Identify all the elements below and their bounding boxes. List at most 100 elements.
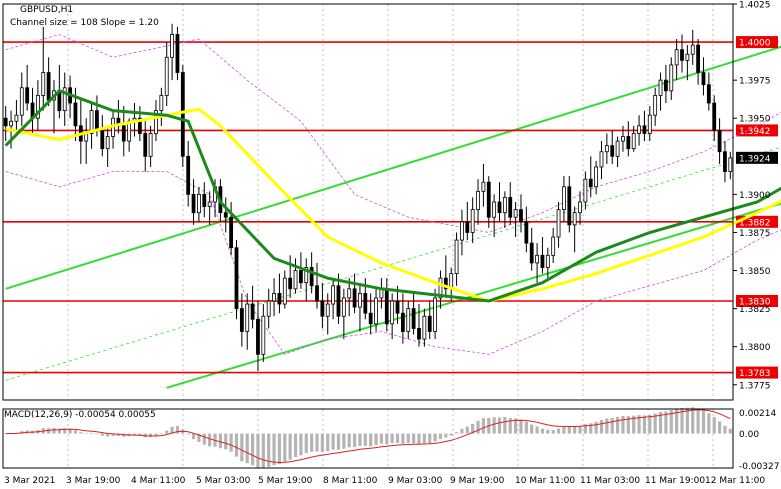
macd-histogram-bar bbox=[632, 415, 636, 434]
candle-body bbox=[411, 308, 416, 329]
level-label-box bbox=[736, 366, 778, 379]
macd-histogram-bar bbox=[288, 433, 292, 460]
candle-body bbox=[374, 297, 378, 325]
candle-body bbox=[105, 136, 110, 150]
candle-body bbox=[562, 186, 566, 211]
macd-histogram-bar bbox=[401, 433, 405, 444]
candle-body bbox=[239, 308, 244, 332]
candle-body bbox=[384, 288, 389, 325]
macd-histogram-bar bbox=[717, 421, 722, 434]
macd-histogram-bar bbox=[476, 420, 480, 434]
macd-histogram-bar bbox=[326, 433, 330, 452]
macd-histogram-bar bbox=[84, 433, 88, 435]
macd-histogram-bar bbox=[573, 426, 577, 434]
candle-body bbox=[535, 254, 539, 264]
macd-histogram-bar bbox=[508, 417, 512, 434]
macd-histogram-bar bbox=[653, 413, 657, 434]
candle-body bbox=[664, 79, 668, 92]
price-tick-label: 1.3950 bbox=[739, 115, 771, 125]
time-tick-label: 9 Mar 19:00 bbox=[450, 476, 505, 486]
candle-body bbox=[315, 285, 319, 302]
macd-histogram-bar bbox=[165, 430, 169, 434]
candle-body bbox=[653, 94, 658, 116]
macd-histogram-bar bbox=[342, 433, 346, 449]
candle-body bbox=[508, 197, 513, 218]
candle-body bbox=[186, 155, 191, 195]
candle-body bbox=[438, 277, 443, 299]
price-tick-label: 1.3975 bbox=[739, 77, 771, 87]
macd-histogram-bar bbox=[412, 433, 416, 444]
candle-body bbox=[529, 242, 534, 264]
macd-histogram-bar bbox=[250, 433, 255, 466]
level-label-box bbox=[736, 295, 778, 307]
macd-histogram-bar bbox=[363, 433, 367, 446]
candle-body bbox=[154, 110, 158, 134]
macd-signal-line bbox=[5, 409, 731, 464]
time-tick-label: 4 Mar 11:00 bbox=[131, 476, 186, 486]
candle-body bbox=[400, 312, 405, 332]
macd-histogram-bar bbox=[626, 416, 630, 434]
macd-histogram-bar bbox=[261, 433, 265, 469]
candle-body bbox=[583, 178, 588, 203]
candle-body bbox=[556, 209, 561, 238]
candle-body bbox=[25, 87, 30, 104]
candle-body bbox=[674, 49, 679, 66]
candle-body bbox=[647, 114, 652, 134]
level-label: 1.3783 bbox=[739, 369, 771, 379]
macd-histogram-bar bbox=[202, 433, 206, 445]
macd-histogram-bar bbox=[497, 417, 502, 434]
macd-histogram-bar bbox=[149, 433, 153, 438]
candle-body bbox=[631, 133, 636, 150]
candle-body bbox=[572, 212, 577, 226]
candle-body bbox=[250, 303, 255, 320]
macd-histogram-bar bbox=[675, 408, 679, 434]
macd-histogram-bar bbox=[728, 428, 732, 434]
candle-body bbox=[3, 117, 8, 127]
candle-body bbox=[148, 133, 153, 157]
macd-histogram-bar bbox=[385, 433, 389, 445]
macd-histogram-bar bbox=[417, 433, 421, 444]
macd-histogram-bar bbox=[691, 407, 695, 434]
macd-histogram-bar bbox=[310, 433, 314, 452]
price-tick-label: 1.3875 bbox=[739, 229, 771, 239]
macd-histogram-bar bbox=[277, 433, 282, 465]
candle-body bbox=[282, 277, 287, 305]
macd-histogram-bar bbox=[438, 433, 443, 440]
macd-panel-border bbox=[2, 408, 734, 469]
price-candles bbox=[3, 23, 733, 372]
macd-histogram-bar bbox=[696, 408, 700, 434]
candle-body bbox=[545, 254, 550, 268]
macd-histogram-bar bbox=[331, 433, 335, 450]
macd-histogram-bar bbox=[610, 417, 614, 434]
candle-body bbox=[594, 166, 599, 188]
macd-histogram-bar bbox=[723, 425, 727, 434]
candle-body bbox=[604, 145, 609, 153]
macd-histogram-bar bbox=[57, 428, 61, 434]
candle-body bbox=[427, 315, 432, 332]
macd-tick-label: 0.00 bbox=[739, 430, 759, 440]
candle-body bbox=[642, 125, 647, 134]
macd-histogram-bar bbox=[535, 426, 539, 434]
level-label: 1.3942 bbox=[739, 127, 771, 137]
candle-body bbox=[658, 79, 663, 96]
candle-body bbox=[497, 201, 502, 214]
candle-body bbox=[341, 297, 346, 317]
time-tick-label: 8 Mar 11:00 bbox=[323, 476, 378, 486]
macd-histogram-bar bbox=[95, 433, 99, 435]
candle-body bbox=[304, 267, 309, 284]
macd-histogram-bar bbox=[615, 416, 620, 434]
candle-body bbox=[277, 292, 282, 305]
candle-body bbox=[610, 145, 615, 157]
candle-body bbox=[395, 300, 400, 314]
candle-body bbox=[197, 193, 201, 214]
candle-body bbox=[164, 56, 169, 96]
time-tick-label: 10 Mar 11:00 bbox=[515, 476, 575, 486]
candle-body bbox=[159, 94, 164, 112]
candle-body bbox=[728, 157, 733, 172]
candle-body bbox=[486, 181, 491, 218]
candle-body bbox=[170, 34, 174, 58]
macd-histogram-bar bbox=[358, 433, 362, 446]
candle-body bbox=[481, 181, 486, 192]
macd-histogram-bar bbox=[594, 421, 598, 434]
level-label-box bbox=[736, 124, 778, 137]
